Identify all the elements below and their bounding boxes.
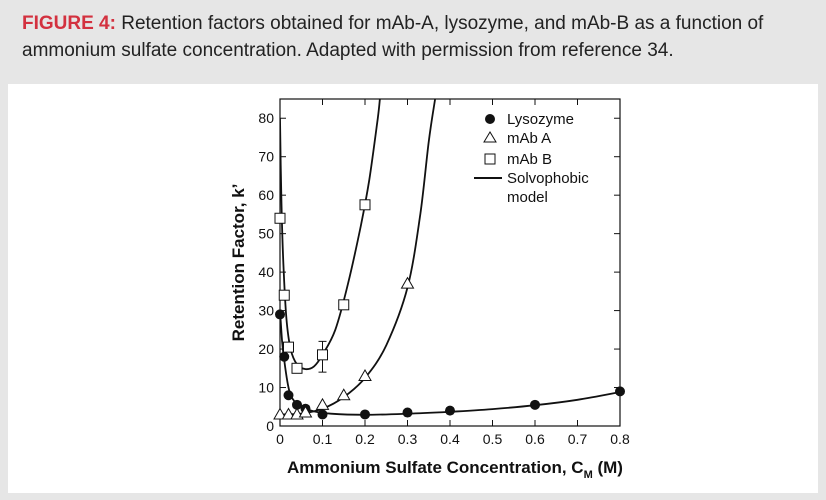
y-tick-label: 60 — [258, 187, 274, 203]
figure-caption-text: Retention factors obtained for mAb-A, ly… — [22, 13, 764, 61]
legend-model-label-line1: Solvophobic — [507, 170, 589, 187]
point-mab-b — [359, 199, 371, 211]
chart-legend: Lysozyme mAb A mAb B Solvophobic model — [474, 111, 589, 206]
x-tick-label: 0 — [276, 431, 284, 447]
y-tick-label: 70 — [258, 149, 274, 165]
plot-frame — [279, 98, 621, 427]
model-curves — [280, 99, 620, 416]
point-mab-a — [281, 407, 296, 420]
figure-label: FIGURE 4: — [22, 13, 116, 34]
model-curve-1 — [280, 310, 620, 416]
y-tick-label: 0 — [266, 418, 274, 434]
point-mab-a — [336, 388, 351, 401]
model-curve-2 — [280, 99, 436, 416]
legend-lysozyme-marker — [485, 114, 495, 124]
legend-lysozyme-label: Lysozyme — [507, 111, 574, 128]
point-lysozyme — [275, 309, 285, 320]
legend-mab-a-marker — [483, 131, 497, 143]
point-lysozyme — [530, 399, 540, 410]
point-lysozyme — [283, 390, 294, 401]
x-axis-title-main: Ammonium Sulfate Concentration, C — [287, 458, 584, 477]
x-axis-title-subscript: M — [584, 469, 593, 481]
x-axis-title: Ammonium Sulfate Concentration, CM (M) — [287, 458, 623, 481]
x-tick-label: 0.5 — [483, 431, 503, 447]
point-mab-b — [274, 212, 286, 224]
point-mab-b — [338, 299, 350, 311]
point-mab-b — [317, 349, 328, 361]
y-axis-title: Retention Factor, k’ — [229, 184, 248, 342]
x-tick-label: 0.8 — [610, 431, 630, 447]
point-mab-a — [273, 407, 287, 420]
legend-mab-b-marker — [484, 153, 496, 165]
model-curve-3 — [280, 99, 381, 371]
y-tick-label: 40 — [258, 264, 274, 280]
point-mab-a — [400, 276, 415, 289]
point-lysozyme — [402, 407, 413, 418]
x-tick-label: 0.1 — [313, 431, 333, 447]
point-lysozyme — [279, 351, 290, 362]
axes-frame — [279, 98, 621, 427]
point-lysozyme — [445, 405, 455, 416]
figure-caption: FIGURE 4: Retention factors obtained for… — [22, 10, 812, 64]
data-points — [273, 199, 625, 420]
point-mab-b — [278, 289, 290, 301]
x-tick-label: 0.2 — [355, 431, 375, 447]
x-tick-label: 0.4 — [440, 431, 460, 447]
point-mab-b — [291, 362, 303, 374]
point-mab-a — [358, 368, 372, 381]
legend-mab-b-label: mAb B — [507, 151, 552, 168]
point-mab-a — [298, 405, 313, 418]
y-tick-label: 20 — [258, 341, 274, 357]
legend-model-label-line2: model — [507, 189, 548, 206]
y-tick-label: 80 — [258, 110, 274, 126]
point-lysozyme — [615, 386, 625, 397]
point-lysozyme — [317, 409, 328, 420]
y-tick-label: 50 — [258, 226, 274, 242]
legend-mab-a-label: mAb A — [507, 130, 551, 147]
x-tick-label: 0.6 — [525, 431, 545, 447]
point-mab-a — [315, 397, 330, 410]
x-tick-label: 0.7 — [568, 431, 588, 447]
y-tick-label: 10 — [258, 380, 274, 396]
point-lysozyme — [360, 409, 370, 420]
point-lysozyme — [292, 399, 302, 410]
point-mab-b — [283, 341, 294, 353]
y-tick-label: 30 — [258, 303, 274, 319]
chart-panel: 0 0.1 0.2 0.3 0.4 0.5 0.6 0.7 0.8 0 10 20 30 40 50 60 70… — [8, 84, 818, 493]
tick-labels: 0 0.1 0.2 0.3 0.4 0.5 0.6 0.7 0.8 0 10 20 30 40 50 60 70… — [258, 110, 630, 447]
retention-factor-chart: 0 0.1 0.2 0.3 0.4 0.5 0.6 0.7 0.8 0 10 20 30 40 50 60 70… — [229, 98, 630, 481]
x-axis-title-unit: (M) — [593, 458, 623, 477]
x-tick-label: 0.3 — [398, 431, 418, 447]
